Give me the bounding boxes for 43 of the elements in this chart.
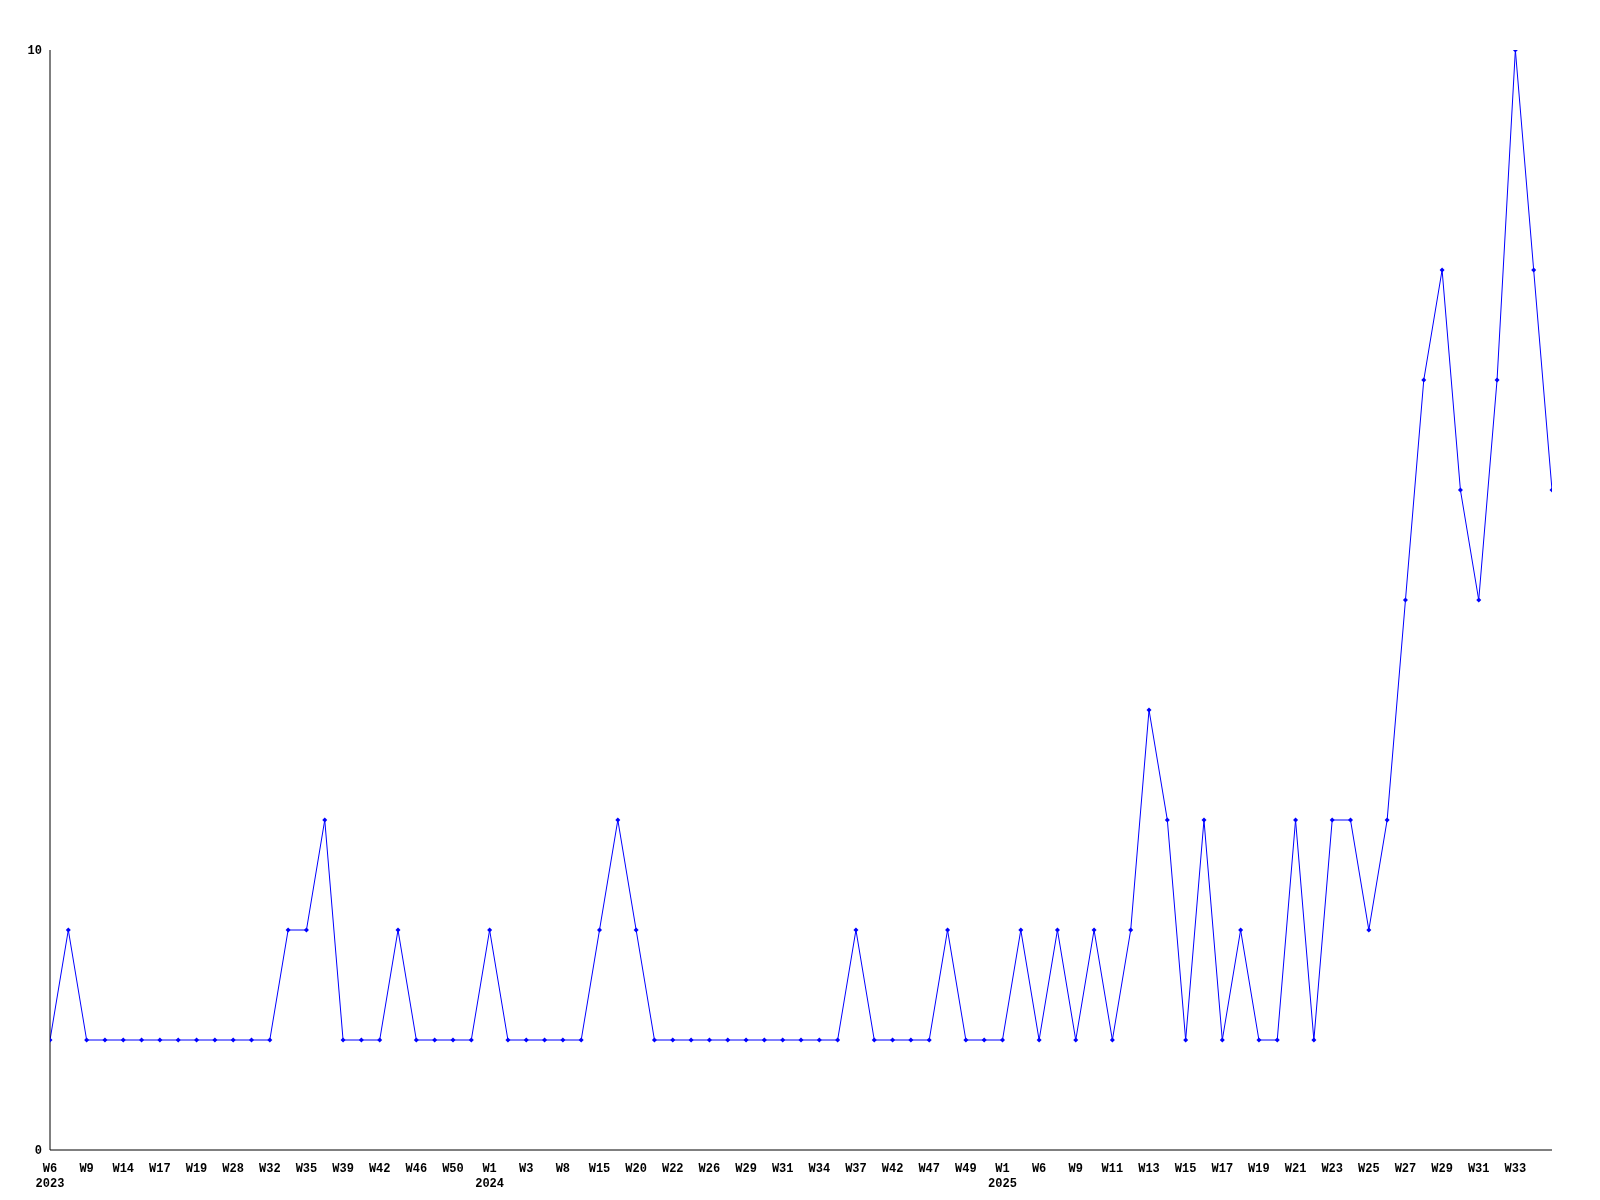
x-tick-label: W1 2025 [988,1162,1017,1191]
x-tick-label: W26 [698,1162,721,1176]
x-tick-label: W13 [1138,1162,1160,1176]
x-tick-label: W22 [661,1162,684,1176]
x-tick-label: W15 [588,1162,611,1176]
y-tick-label: 10 [27,44,42,59]
x-tick-label: W27 [1394,1162,1417,1176]
x-tick-label: W31 [1467,1162,1490,1176]
x-tick-label: W46 [405,1162,428,1176]
x-tick-label: W19 [185,1162,208,1176]
x-tick-label: W49 [955,1162,977,1176]
x-tick-label: W42 [368,1162,391,1176]
x-tick-label: W34 [808,1162,831,1176]
x-tick-label: W9 [1068,1162,1083,1176]
x-tick-label: W35 [295,1162,318,1176]
x-tick-label: W50 [442,1162,464,1176]
x-tick-label: W42 [881,1162,904,1176]
x-tick-label: W31 [771,1162,794,1176]
x-tick-label: W21 [1284,1162,1307,1176]
x-tick-label: W25 [1358,1162,1380,1176]
x-tick-label: W8 [555,1162,571,1176]
x-tick-label: W14 [112,1162,135,1176]
x-tick-label: W28 [222,1162,244,1176]
x-tick-label: W17 [1211,1162,1234,1176]
x-tick-label: W20 [625,1162,647,1176]
x-tick-label: W9 [79,1162,94,1176]
x-tick-label: W47 [918,1162,941,1176]
x-tick-label: W23 [1321,1162,1343,1176]
x-tick-label: W15 [1174,1162,1197,1176]
x-tick-label: W19 [1248,1162,1270,1176]
x-tick-label: W17 [149,1162,171,1176]
x-tick-label: W39 [332,1162,354,1176]
x-tick-label: W37 [845,1162,867,1176]
x-tick-label: W3 [519,1162,534,1176]
y-tick-label: 0 [34,1144,42,1159]
x-tick-label: W33 [1504,1162,1527,1176]
x-tick-label: W1 2024 [475,1162,505,1191]
x-tick-label: W29 [1431,1162,1453,1176]
x-tick-label: W32 [259,1162,281,1176]
x-tick-label: W6 [1031,1162,1047,1176]
x-tick-label: W11 [1101,1162,1124,1176]
x-tick-label: W29 [735,1162,757,1176]
x-tick-label: W6 2023 [35,1162,65,1191]
